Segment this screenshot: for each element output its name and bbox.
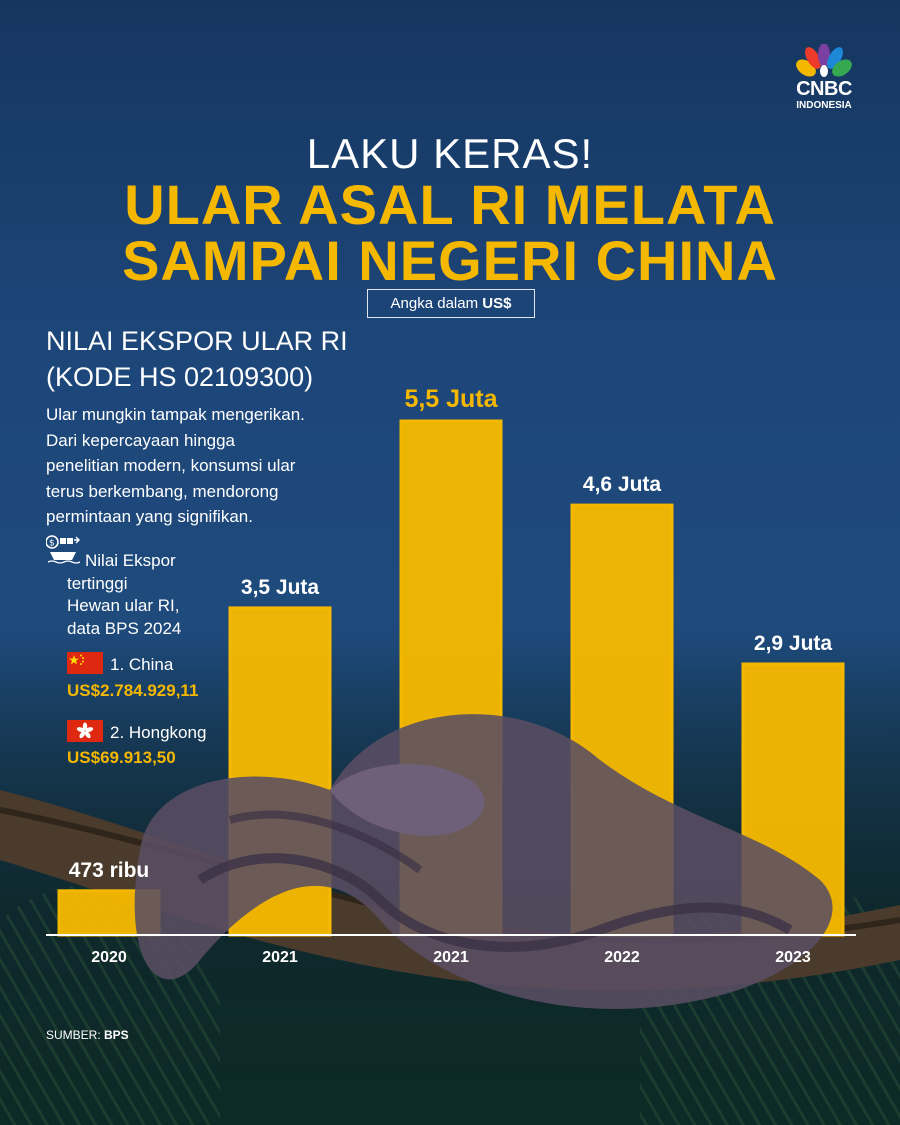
category-label: 2020 [91, 949, 127, 966]
description-line: penelitian modern, konsumsi ular [46, 456, 296, 475]
category-label: 2023 [775, 949, 811, 966]
description: Ular mungkin tampak mengerikan. Dari kep… [46, 402, 366, 530]
page-title-line-2: SAMPAI NEGERI CHINA [122, 229, 778, 292]
cnbc-logo: CNBC INDONESIA [784, 44, 864, 111]
category-label: 2022 [604, 949, 640, 966]
description-line: permintaan yang signifikan. [46, 507, 253, 526]
rank-2-label: 2. Hongkong [110, 723, 207, 742]
peacock-icon [796, 44, 852, 77]
description-line: terus berkembang, mendorong [46, 481, 279, 501]
source-name: BPS [104, 1028, 129, 1042]
unit-note: Angka dalam US$ [367, 289, 535, 318]
logo-subtext: INDONESIA [796, 100, 852, 111]
china-flag-icon [67, 652, 103, 674]
logo-text: CNBC [796, 78, 852, 100]
value-label: 5,5 Juta [404, 385, 498, 413]
note-line: Nilai Ekspor [85, 551, 176, 570]
category-labels-group: 2020 2021 2021 2022 2023 [91, 949, 811, 966]
note-line: tertinggi [67, 573, 128, 593]
source-note: SUMBER: BPS [46, 1028, 129, 1042]
description-line: Dari kepercayaan hingga [46, 430, 236, 450]
value-labels-group: 473 ribu 3,5 Juta 5,5 Juta 4,6 Juta 2,9 Juta [69, 385, 833, 882]
value-label: 4,6 Juta [583, 473, 662, 496]
source-prefix: SUMBER: [46, 1028, 105, 1042]
description-line: Ular mungkin tampak mengerikan. [46, 405, 305, 424]
rank-1-label: 1. China [110, 655, 174, 674]
note-line: data BPS 2024 [67, 618, 182, 638]
note-line: Hewan ular RI, [67, 596, 180, 615]
page-title-line-1: ULAR ASAL RI MELATA [124, 173, 776, 236]
value-label: 473 ribu [69, 859, 150, 882]
chart-subtitle-line-1: NILAI EKSPOR ULAR RI [46, 326, 348, 356]
unit-prefix: Angka dalam [390, 295, 483, 312]
kicker: LAKU KERAS! [306, 130, 594, 177]
svg-text:$: $ [49, 539, 55, 549]
rank-2-value: US$69.913,50 [67, 748, 176, 767]
hongkong-flag-icon [67, 720, 103, 742]
value-label: 2,9 Juta [754, 632, 833, 655]
export-ship-icon: $ [46, 535, 80, 564]
rank-1-value: US$2.784.929,11 [67, 681, 199, 700]
unit-currency: US$ [482, 295, 512, 312]
chart-subtitle-line-2: (KODE HS 02109300) [46, 362, 314, 392]
value-label: 3,5 Juta [241, 576, 320, 599]
category-label: 2021 [262, 949, 298, 966]
category-label: 2021 [433, 949, 469, 966]
export-note: Nilai Ekspor tertinggi Hewan ular RI, da… [67, 550, 181, 640]
